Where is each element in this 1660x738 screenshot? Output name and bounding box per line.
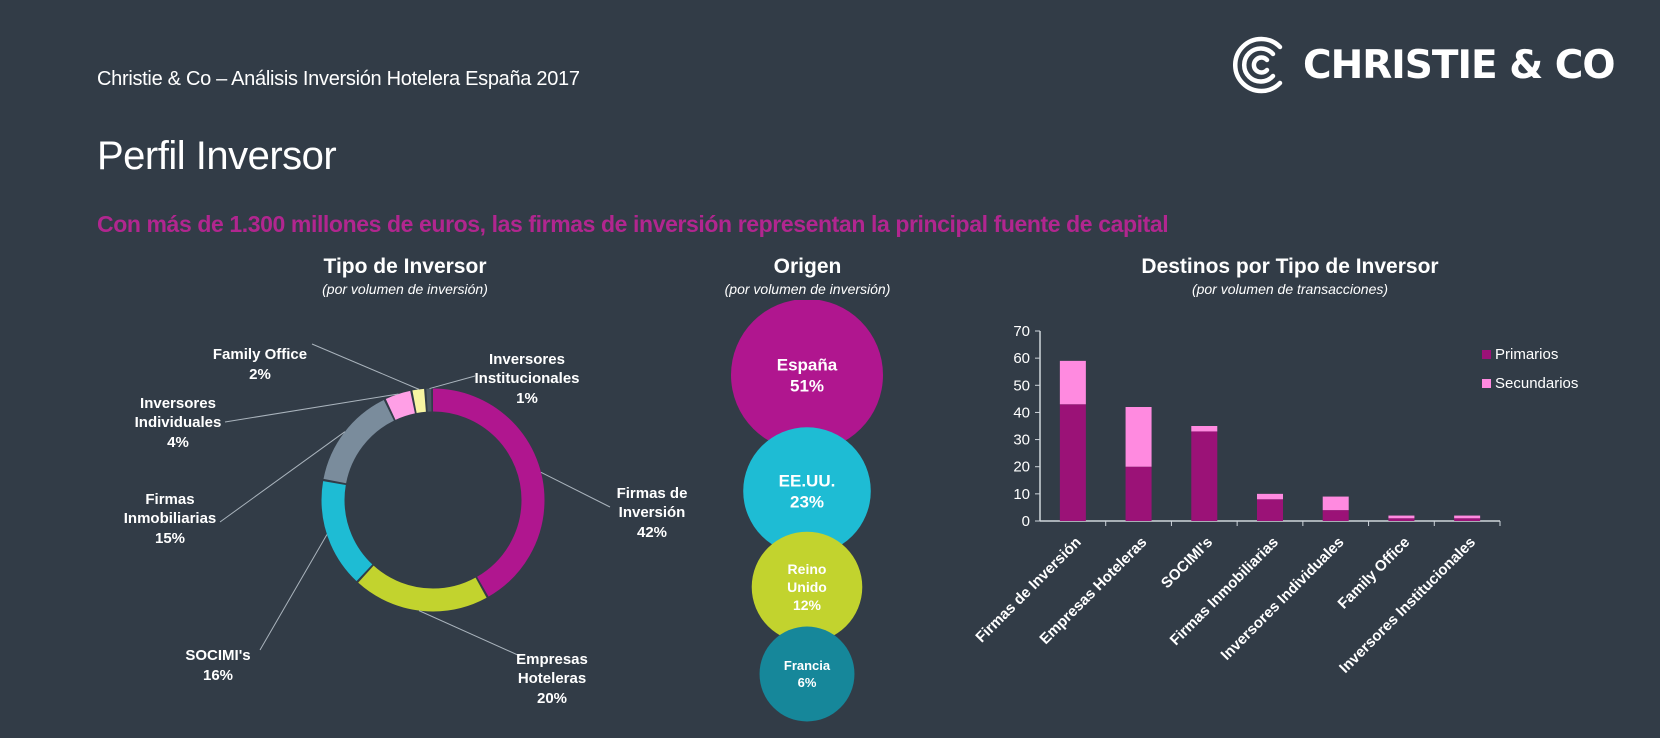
donut-value-family-office: 2%: [249, 366, 271, 383]
report-subtitle: Christie & Co – Análisis Inversión Hotel…: [97, 68, 580, 90]
legend-swatch-primarios: [1482, 350, 1491, 359]
donut-chart: Firmas de Inversión 42% Empresas Hoteleras 20…: [124, 343, 688, 707]
bar-secundarios-firmas-inmobiliarias: [1257, 493, 1283, 500]
bubble-espana: [731, 300, 883, 451]
bar-secundarios-family-office: [1388, 515, 1415, 519]
x-tick-label-empresas-hoteleras: Empresas Hoteleras: [1036, 534, 1150, 648]
donut-value-socimi-s: 16%: [203, 667, 233, 684]
donut-leader-inversores-institucionales: [429, 375, 476, 390]
bar-secundarios-empresas-hoteleras: [1125, 407, 1152, 467]
y-tick-label-50: 50: [1013, 377, 1030, 394]
x-tick-label-firmas-inmobiliarias: Firmas Inmobiliarias: [1167, 534, 1282, 649]
bubble-ee-uu: [743, 427, 871, 555]
bar-primarios-firmas-de-inversion: [1059, 404, 1086, 521]
donut-slice-firmas-de-inversion: [321, 388, 545, 612]
donut-slice-socimi-s: [321, 388, 545, 612]
bubble-reino-unido: [751, 531, 863, 643]
donut-value-inversores-institucionales: 1%: [516, 390, 538, 407]
bubble-label-espana: España 51%: [777, 355, 838, 395]
bar-primarios-firmas-inmobiliarias: [1257, 499, 1283, 521]
x-tick-label-inversores-institucionales: Inversores Institucionales: [1336, 534, 1479, 677]
donut-slice-empresas-hoteleras: [321, 388, 545, 612]
y-tick-label-60: 60: [1013, 350, 1030, 367]
bar-primarios-inversores-individuales: [1322, 510, 1349, 521]
donut-leader-inversores-individuales: [224, 393, 399, 423]
donut-value-inversores-individuales: 4%: [167, 434, 189, 451]
donut-label-firmas-de-inversion: Firmas de Inversión 42%: [617, 485, 688, 541]
donut-leader-firmas-inmobiliarias: [219, 431, 346, 523]
bubble-francia: [759, 626, 855, 722]
y-tick-label-30: 30: [1013, 432, 1030, 449]
destinos-bar-chart: 0 10 20 30 40 50 60 70 Firmas de InversiónEmpres…: [972, 323, 1578, 677]
bar-secundarios-inversores-individuales: [1322, 496, 1349, 511]
donut-leader-socimi-s: [259, 534, 328, 651]
page-title: Perfil Inversor: [97, 134, 337, 178]
christie-logo: CHRISTIE & CO: [1233, 34, 1616, 96]
bar-secundarios-socimi-s: [1191, 426, 1218, 432]
logo-wordmark: CHRISTIE & CO: [1303, 42, 1616, 88]
bar-chart-subtitle: (por volumen de transacciones): [1191, 281, 1389, 297]
legend-label-primarios: Primarios: [1495, 346, 1558, 363]
bubble-value-espana: 51%: [790, 376, 824, 395]
y-tick-label-40: 40: [1013, 404, 1030, 421]
donut-label-firmas-inmobiliarias: Firmas Inmobiliarias 15%: [124, 491, 217, 547]
bubble-label-reino-unido: Reino Unido 12%: [787, 561, 827, 613]
bar-secundarios-firmas-de-inversion: [1059, 360, 1086, 405]
bar-chart-title: Destinos por Tipo de Inversor: [1141, 255, 1439, 278]
donut-label-inversores-institucionales: Inversores Institucionales 1%: [474, 351, 579, 407]
donut-label-socimi-s: SOCIMI's 16%: [185, 647, 250, 684]
donut-value-empresas-hoteleras: 20%: [537, 690, 567, 707]
y-tick-label-0: 0: [1022, 513, 1030, 530]
y-tick-label-20: 20: [1013, 459, 1030, 476]
donut-leader-empresas-hoteleras: [418, 610, 521, 657]
legend-swatch-secundarios: [1482, 379, 1491, 388]
x-tick-label-socimi-s: SOCIMI's: [1158, 534, 1216, 592]
donut-chart-title: Tipo de Inversor: [323, 255, 487, 278]
headline: Con más de 1.300 millones de euros, las …: [97, 211, 1169, 237]
bar-primarios-family-office: [1388, 518, 1415, 521]
y-tick-label-70: 70: [1013, 323, 1030, 340]
x-tick-label-inversores-individuales: Inversores Individuales: [1218, 534, 1348, 664]
legend-label-secundarios: Secundarios: [1495, 375, 1578, 392]
donut-value-firmas-inmobiliarias: 15%: [155, 530, 185, 547]
donut-label-family-office: Family Office 2%: [213, 346, 307, 383]
bar-primarios-empresas-hoteleras: [1125, 466, 1152, 521]
donut-leader-family-office: [311, 343, 420, 390]
bubble-label-ee-uu: EE.UU. 23%: [779, 471, 836, 511]
donut-label-empresas-hoteleras: Empresas Hoteleras 20%: [516, 651, 588, 707]
donut-value-firmas-de-inversion: 42%: [637, 524, 667, 541]
bubble-value-ee-uu: 23%: [790, 492, 824, 511]
bar-secundarios-inversores-institucionales: [1454, 515, 1481, 519]
bubble-value-reino-unido: 12%: [793, 597, 822, 613]
x-tick-label-firmas-de-inversion: Firmas de Inversión: [972, 534, 1084, 646]
bar-primarios-socimi-s: [1191, 431, 1218, 521]
christie-logo-icon: [1233, 36, 1283, 94]
donut-leader-firmas-de-inversion: [540, 471, 611, 508]
bar-primarios-inversores-institucionales: [1454, 518, 1481, 521]
y-tick-label-10: 10: [1013, 486, 1030, 503]
bubble-value-francia: 6%: [798, 675, 817, 690]
origin-chart-title: Origen: [773, 255, 842, 278]
origin-bubble-chart: España 51% EE.UU. 23% Reino Unido 12% Francia 6%: [731, 300, 883, 722]
donut-chart-subtitle: (por volumen de inversión): [322, 281, 488, 297]
donut-label-inversores-individuales: Inversores Individuales 4%: [135, 395, 222, 451]
origin-chart-subtitle: (por volumen de inversión): [724, 281, 891, 297]
bubble-label-francia: Francia 6%: [784, 658, 831, 690]
